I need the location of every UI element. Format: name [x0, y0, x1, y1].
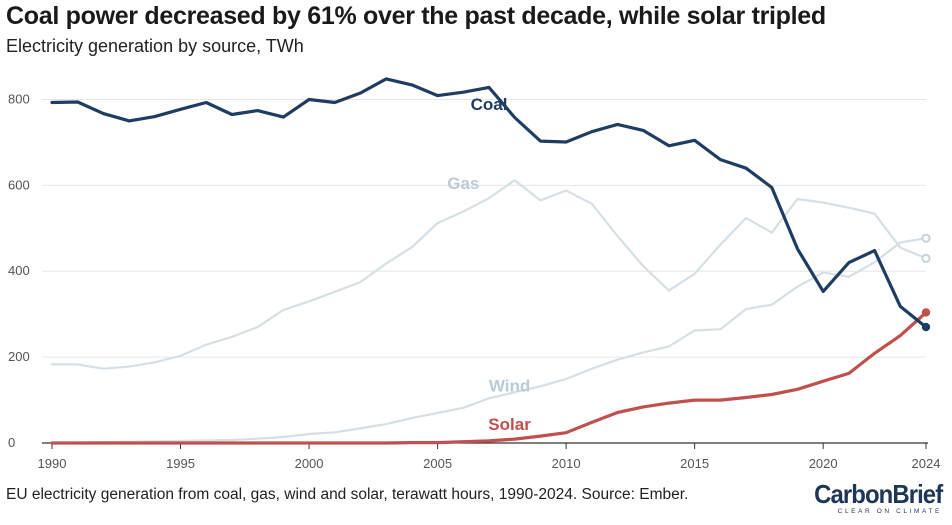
chart-title: Coal power decreased by 61% over the pas…: [6, 2, 826, 30]
x-tick-label-2015: 2015: [680, 456, 709, 471]
x-tick-label-2010: 2010: [552, 456, 581, 471]
carbonbrief-logo: CarbonBrief CLEAR ON CLIMATE: [803, 479, 943, 516]
gas-end-point: [921, 253, 931, 263]
solar-series-line: [50, 310, 928, 445]
x-tick-label-2000: 2000: [295, 456, 324, 471]
x-tick-label-2020: 2020: [809, 456, 838, 471]
x-tick-label-2024: 2024: [912, 456, 941, 471]
y-tick-label-800: 800: [8, 91, 30, 106]
y-tick-label-400: 400: [8, 263, 30, 278]
x-tick-label-2005: 2005: [423, 456, 452, 471]
coal-series-line: [50, 77, 928, 329]
logo-tagline: CLEAR ON CLIMATE: [837, 508, 942, 515]
gas-series-line: [50, 179, 928, 370]
wind-series-label: Wind: [489, 376, 530, 395]
gas-series-label: Gas: [447, 174, 479, 193]
coal-series-label: Coal: [471, 95, 508, 114]
x-tick-label-1995: 1995: [166, 456, 195, 471]
coal-end-point: [921, 322, 931, 332]
line-chart: 0 200 400 600 800 1990 1995 2000 2005 2010 2015 202…: [8, 77, 941, 471]
chart-subtitle: Electricity generation by source, TWh: [6, 36, 304, 56]
source-caption: EU electricity generation from coal, gas…: [6, 486, 689, 503]
logo-wordmark: CarbonBrief: [813, 479, 943, 509]
wind-end-point: [921, 233, 931, 243]
solar-end-point: [921, 308, 931, 317]
wind-series-line: [50, 237, 928, 444]
y-tick-label-0: 0: [8, 435, 15, 450]
y-tick-label-600: 600: [8, 177, 30, 192]
x-tick-label-1990: 1990: [38, 456, 67, 471]
y-tick-label-200: 200: [8, 349, 30, 364]
solar-series-label: Solar: [488, 415, 531, 434]
